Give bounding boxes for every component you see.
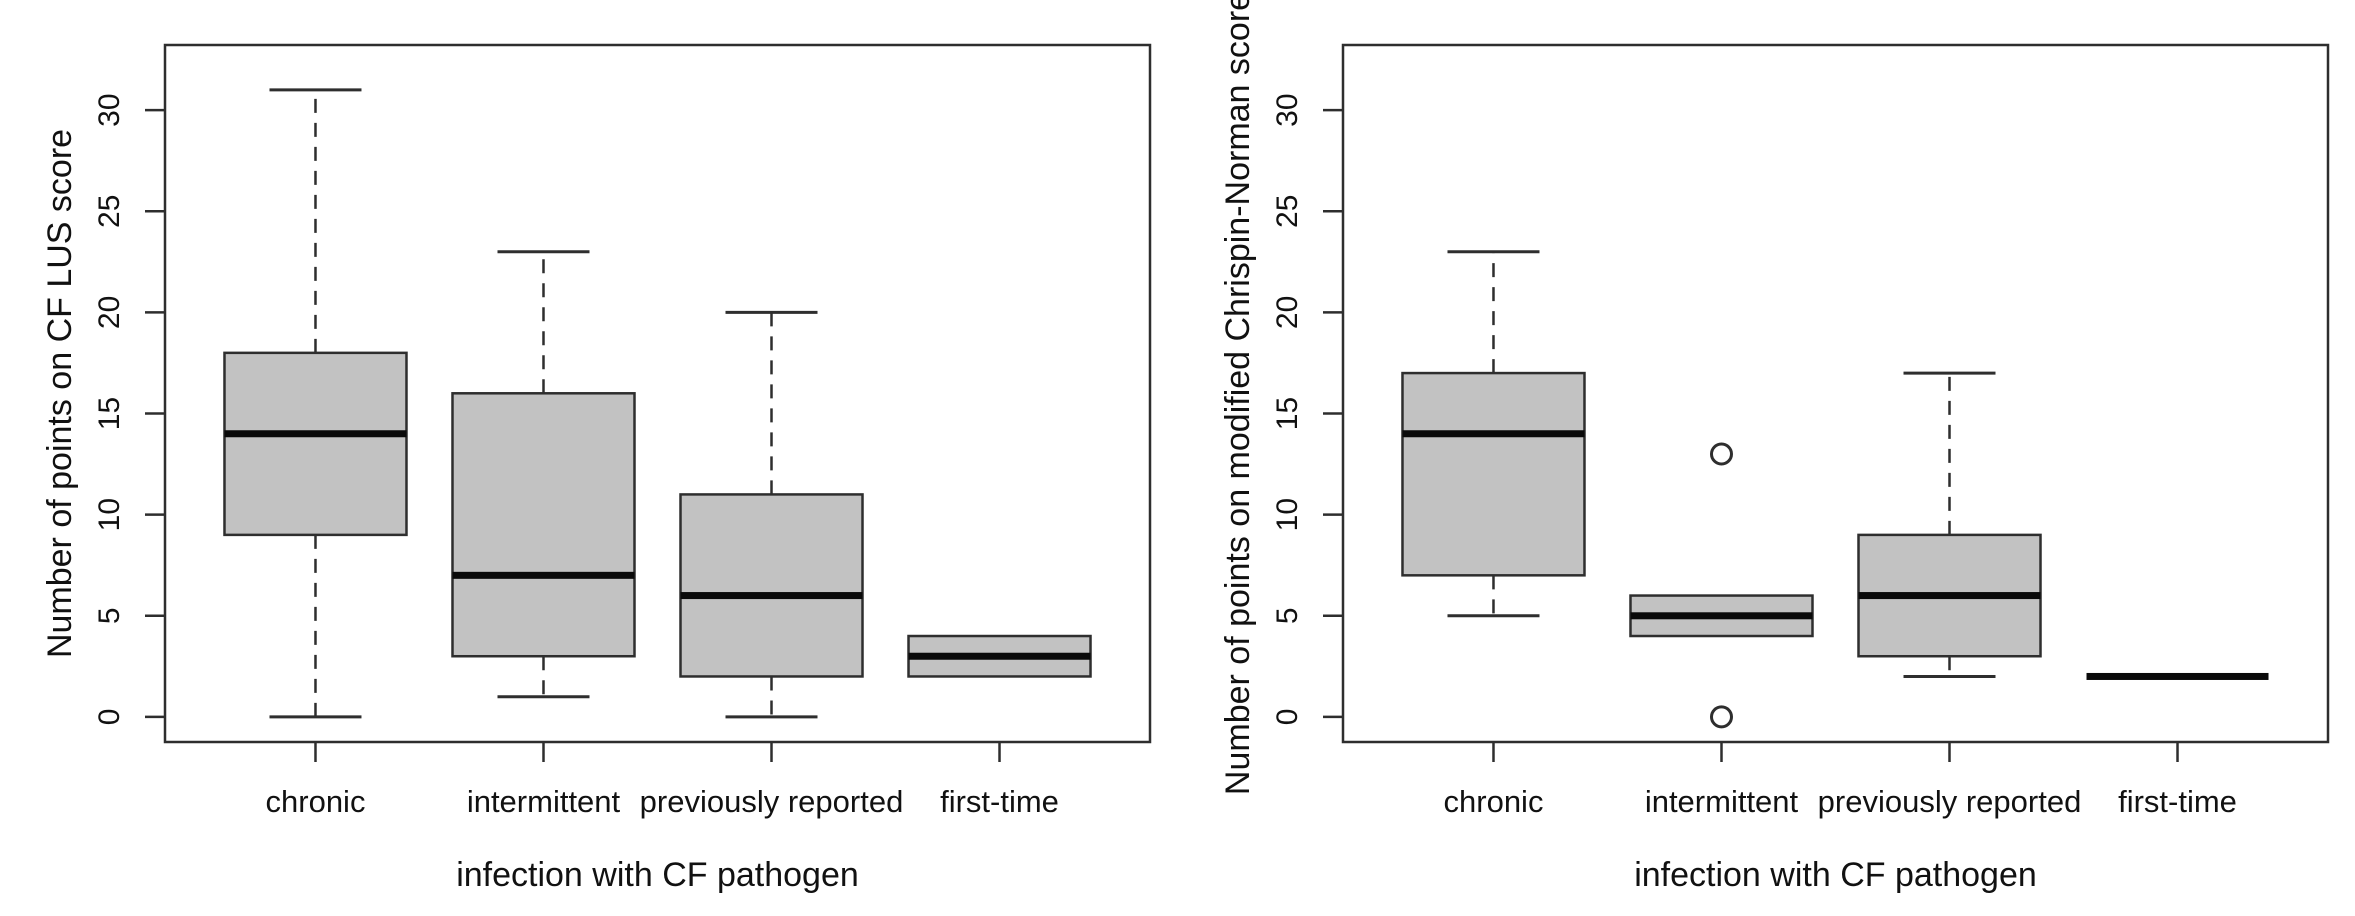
y-axis-tick-label: 15: [93, 397, 126, 430]
y-axis-tick-label: 10: [93, 498, 126, 531]
y-axis-tick-label: 30: [93, 93, 126, 126]
median-line: [1402, 430, 1585, 438]
y-axis-tick-label: 0: [93, 709, 126, 726]
outlier-point: [1709, 705, 1733, 729]
y-axis-tick-label: 20: [93, 296, 126, 329]
outlier-point: [1709, 442, 1733, 466]
x-axis-label: infection with CF pathogen: [456, 856, 859, 894]
median-line: [452, 571, 635, 579]
y-axis-label: Number of points on modified Chrispin-No…: [1219, 0, 1257, 795]
x-axis-tick-label: intermittent: [467, 784, 621, 819]
median-line: [2086, 672, 2269, 680]
boxplot-panel-cf-lus-score: 0 5 10 15 20 25 30 chronic intermittent previousl…: [41, 43, 1152, 894]
x-axis-tick-label: chronic: [1444, 784, 1544, 819]
y-axis-tick-label: 25: [93, 195, 126, 228]
y-axis-tick-label: 25: [1271, 195, 1304, 228]
y-axis-tick-label: 5: [93, 607, 126, 624]
x-axis-tick-label: first-time: [2118, 784, 2237, 819]
boxplot-panel-chrispin-norman-score: 0 5 10 15 20 25 30 chronic intermittent previousl…: [1219, 0, 2330, 894]
iqr-box: [679, 493, 864, 678]
plot-frame: [1341, 43, 2330, 744]
plot-frame: [163, 43, 1152, 744]
iqr-box: [451, 392, 636, 658]
median-line: [908, 652, 1091, 660]
x-axis-tick-label: chronic: [266, 784, 366, 819]
x-axis-tick-label: previously reported: [1818, 784, 2082, 819]
x-axis-tick-label: previously reported: [640, 784, 904, 819]
median-line: [1630, 612, 1813, 620]
y-axis-tick-label: 10: [1271, 498, 1304, 531]
x-axis-tick-label: intermittent: [1645, 784, 1799, 819]
median-line: [224, 430, 407, 438]
iqr-box: [223, 351, 408, 537]
x-axis-label: infection with CF pathogen: [1634, 856, 2037, 894]
iqr-box: [1401, 371, 1586, 577]
y-axis-tick-label: 15: [1271, 397, 1304, 430]
median-line: [1858, 592, 2041, 600]
y-axis-tick-label: 5: [1271, 607, 1304, 624]
median-line: [680, 592, 863, 600]
y-axis-tick-label: 30: [1271, 93, 1304, 126]
y-axis-tick-label: 20: [1271, 296, 1304, 329]
y-axis-tick-label: 0: [1271, 709, 1304, 726]
y-axis-label: Number of points on CF LUS score: [41, 129, 79, 658]
x-axis-tick-label: first-time: [940, 784, 1059, 819]
